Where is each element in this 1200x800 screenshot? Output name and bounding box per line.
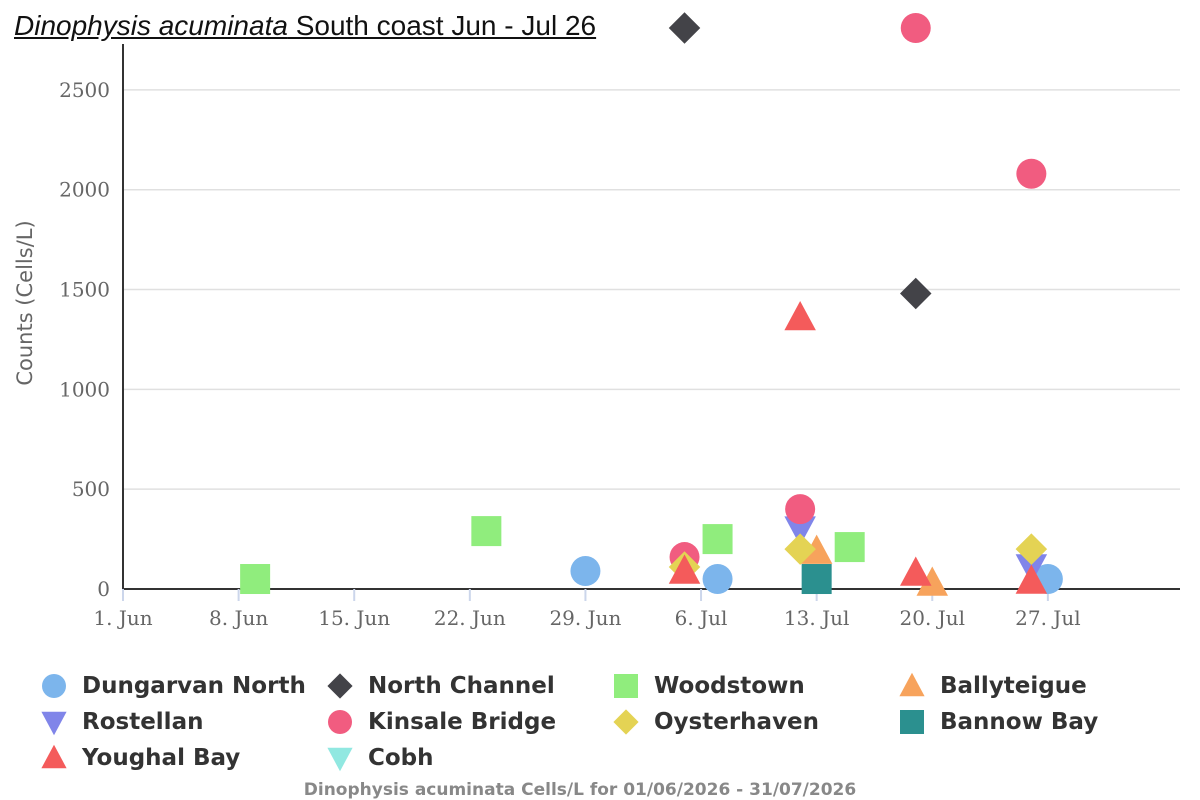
legend-item[interactable]: Dungarvan North (40, 670, 306, 702)
axes: 0 500 1000 1500 2000 2500 1. Jun 8. Jun 15. Jun 2… (59, 44, 1180, 630)
legend-item[interactable]: Ballyteigue (898, 670, 1087, 702)
data-point[interactable] (801, 564, 832, 595)
data-point[interactable] (668, 12, 701, 44)
data-point[interactable] (834, 532, 865, 563)
y-tick-label: 1000 (59, 377, 110, 401)
legend-marker[interactable] (327, 673, 353, 699)
x-tick-label: 15. Jun (318, 606, 390, 630)
data-point[interactable] (570, 556, 601, 587)
legend-label: Ballyteigue (940, 673, 1087, 699)
legend-symbol (328, 710, 352, 734)
legend-label: Kinsale Bridge (368, 709, 557, 735)
legend-item[interactable]: Cobh (326, 742, 434, 774)
legend-marker[interactable] (614, 674, 638, 698)
y-tick-label: 2500 (59, 78, 110, 102)
x-tick-label: 8. Jun (209, 606, 268, 630)
data-point[interactable] (785, 494, 816, 525)
data-point[interactable] (668, 554, 701, 584)
legend-symbol (327, 673, 353, 699)
data-point[interactable] (1015, 533, 1048, 565)
x-tick-label: 6. Jul (675, 606, 728, 630)
legend-marker[interactable] (899, 672, 925, 697)
legend-marker[interactable] (328, 710, 352, 734)
data-point[interactable] (784, 533, 816, 565)
legend-marker[interactable] (327, 747, 353, 772)
x-tick-label: 27. Jul (1015, 606, 1080, 630)
y-tick-label: 0 (97, 577, 110, 601)
legend-symbol (41, 711, 67, 736)
data-point[interactable] (471, 516, 502, 547)
y-tick-label: 500 (72, 477, 110, 501)
legend-marker[interactable] (41, 711, 67, 736)
x-tick-label: 1. Jun (93, 606, 152, 630)
data-point[interactable] (900, 277, 932, 310)
x-tick-label: 29. Jun (549, 606, 621, 630)
legend-item[interactable]: Bannow Bay (898, 706, 1098, 738)
legend-item[interactable]: Youghal Bay (40, 742, 240, 774)
data-point[interactable] (800, 534, 833, 564)
chart-title: Dinophysis acuminata South coast Jun - J… (14, 10, 596, 42)
chart-caption: Dinophysis acuminata Cells/L for 01/06/2… (303, 780, 857, 800)
y-axis-label: Counts (Cells/L) (13, 220, 37, 385)
data-point[interactable] (784, 300, 816, 331)
legend-label: Youghal Bay (82, 745, 241, 771)
legend-symbol (900, 710, 924, 734)
legend-symbol (41, 744, 67, 769)
x-tick-label: 13. Jul (784, 606, 849, 630)
legend-label: Rostellan (82, 709, 204, 735)
data-point[interactable] (916, 566, 949, 596)
legend-marker[interactable] (42, 674, 66, 698)
y-tick-label: 2000 (59, 178, 110, 202)
data-point[interactable] (702, 564, 733, 595)
legend-item[interactable]: Woodstown (612, 670, 805, 702)
data-point[interactable] (240, 564, 271, 595)
data-points (240, 12, 1063, 596)
legend-marker[interactable] (613, 709, 639, 735)
legend-symbol (614, 674, 638, 698)
data-point[interactable] (1016, 158, 1047, 189)
legend-marker[interactable] (41, 744, 67, 769)
legend-label: North Channel (368, 673, 555, 699)
data-point[interactable] (702, 524, 733, 555)
legend-marker[interactable] (900, 710, 924, 734)
legend-item[interactable]: Oysterhaven (612, 706, 819, 738)
legend-item[interactable]: North Channel (326, 670, 555, 702)
data-point[interactable] (900, 556, 932, 586)
chart-title-italic: Dinophysis acuminata (14, 10, 288, 41)
legend-symbol (42, 674, 66, 698)
data-point[interactable] (900, 13, 931, 43)
legend-label: Woodstown (654, 673, 805, 699)
x-tick-label: 20. Jul (900, 606, 965, 630)
legend-symbol (899, 672, 925, 697)
grid-lines (123, 89, 1180, 490)
legend-item[interactable]: Rostellan (40, 706, 203, 738)
legend-item[interactable]: Kinsale Bridge (326, 706, 556, 738)
legend-label: Bannow Bay (940, 709, 1099, 735)
legend-label: Cobh (368, 745, 434, 771)
x-tick-label: 22. Jun (434, 606, 506, 630)
legend-label: Dungarvan North (82, 673, 306, 699)
chart-title-rest: South coast Jun - Jul 26 (287, 10, 597, 41)
legend-symbol (613, 709, 639, 735)
legend-label: Oysterhaven (654, 709, 820, 735)
data-point[interactable] (784, 516, 816, 546)
y-tick-label: 1500 (59, 278, 110, 302)
data-point[interactable] (1015, 564, 1048, 594)
legend-symbol (327, 747, 353, 772)
